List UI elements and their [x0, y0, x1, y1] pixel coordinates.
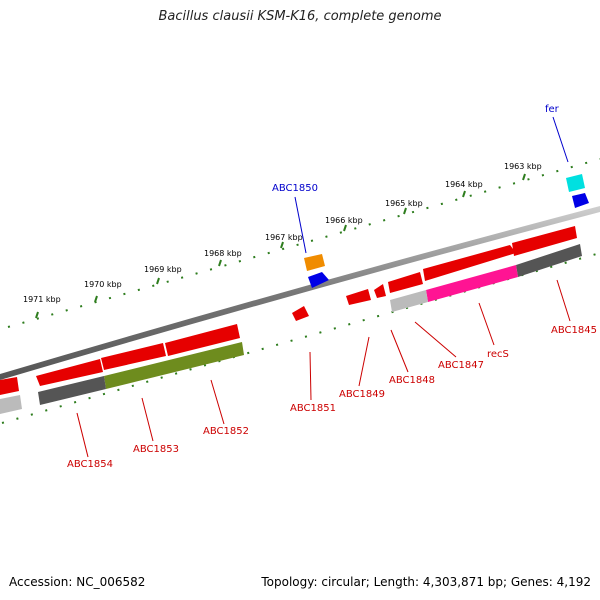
- gene-abc1850-blue: [308, 272, 329, 288]
- bar-left-edge: [0, 395, 22, 414]
- kbp-label-1970: 1970 kbp: [84, 280, 122, 289]
- kbp-label-1971: 1971 kbp: [23, 295, 61, 304]
- kbp-label-1963: 1963 kbp: [504, 162, 542, 171]
- kbp-label-1967: 1967 kbp: [265, 233, 303, 242]
- gene-label-abc1848: ABC1848: [389, 375, 435, 386]
- topology-summary: Topology: circular; Length: 4,303,871 bp…: [261, 575, 591, 589]
- gene-arrow-left-edge: [0, 377, 19, 395]
- gene-label-abc1849: ABC1849: [339, 389, 385, 400]
- gene-label-abc1847: ABC1847: [438, 360, 484, 371]
- label-connectors: [76, 116, 571, 458]
- accession-text: Accession: NC_006582: [9, 575, 146, 589]
- gene-label-abc1851: ABC1851: [290, 403, 336, 414]
- bar-abc1845: [516, 244, 582, 277]
- forward-strand-genes: [0, 226, 577, 395]
- map-title: Bacillus clausii KSM-K16, complete genom…: [158, 9, 442, 24]
- kbp-label-1966: 1966 kbp: [325, 216, 363, 225]
- gene-label-fer: fer: [545, 104, 560, 115]
- gene-arrow-abc1853-fwd: [101, 343, 166, 370]
- gene-arrow-abc1848-fwd: [374, 284, 386, 298]
- gene-arrow-abc1852-fwd: [165, 324, 240, 356]
- gene-fer-cyan: [566, 174, 585, 192]
- gene-label-abc1852: ABC1852: [203, 426, 249, 437]
- kbp-label-1968: 1968 kbp: [204, 249, 242, 258]
- gene-arrow-abc1845-fwd: [512, 226, 577, 256]
- gene-label-abc1854: ABC1854: [67, 459, 113, 470]
- gene-arrow-recs-fwd: [423, 245, 516, 281]
- outer-major-ticks: [35, 173, 526, 319]
- kbp-label-1969: 1969 kbp: [144, 265, 182, 274]
- gene-arrow-abc1854-fwd: [36, 359, 103, 386]
- gene-arrow-abc1847-fwd: [388, 272, 423, 293]
- bar-abc1847: [390, 290, 428, 312]
- gene-arrow-abc1849-fwd: [346, 289, 371, 305]
- kbp-label-1964: 1964 kbp: [445, 180, 483, 189]
- kbp-label-1965: 1965 kbp: [385, 199, 423, 208]
- bar-recs: [426, 265, 518, 302]
- gene-arrow-abc1851: [292, 306, 309, 321]
- gene-label-recs: recS: [487, 349, 509, 360]
- gene-fer-blue: [572, 193, 589, 208]
- gene-abc1850-orange: [304, 254, 325, 271]
- bar-abc1853: [38, 376, 106, 405]
- gene-label-abc1850: ABC1850: [272, 183, 318, 194]
- inner-strand-bars: [0, 244, 582, 414]
- bar-abc1852: [104, 342, 244, 389]
- gene-label-abc1845: ABC1845: [551, 325, 597, 336]
- genome-backbone: [0, 206, 600, 380]
- gene-label-abc1853: ABC1853: [133, 444, 179, 455]
